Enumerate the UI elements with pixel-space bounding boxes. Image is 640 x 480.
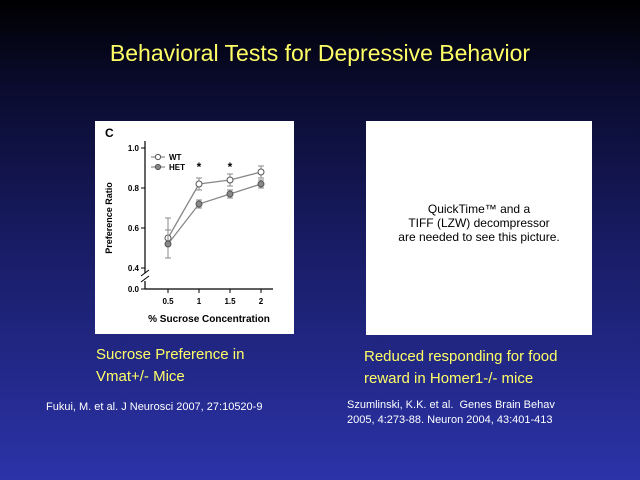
x-tick-label: 0.5 [162, 297, 174, 306]
panel-letter: C [105, 126, 114, 140]
series-line-het [167, 183, 262, 245]
y-tick-label: 0.4 [128, 264, 140, 273]
quicktime-placeholder-image: QuickTime™ and a TIFF (LZW) decompressor… [366, 121, 592, 335]
y-tick-label: 0.6 [128, 224, 140, 233]
quicktime-message: QuickTime™ and a TIFF (LZW) decompressor… [376, 202, 582, 244]
x-tick-label: 1 [197, 297, 202, 306]
x-tick-label: 2 [259, 297, 264, 306]
y-axis-label: Preference Ratio [104, 182, 114, 254]
significance-marker: * [228, 160, 233, 174]
caption-line: Reduced responding for food [364, 348, 558, 365]
data-point-het [226, 190, 234, 198]
significance-marker: * [197, 160, 202, 174]
legend-label: HET [169, 163, 185, 172]
right-citation: Szumlinski, K.K. et al. Genes Brain Beha… [347, 398, 555, 428]
quicktime-line: are needed to see this picture. [398, 230, 560, 244]
slide-title: Behavioral Tests for Depressive Behavior [109, 40, 531, 66]
x-axis-label: % Sucrose Concentration [148, 314, 270, 325]
right-caption: Reduced responding for food reward in Ho… [364, 346, 557, 390]
axis-break-mark [140, 275, 150, 283]
series-line-wt [167, 171, 262, 239]
data-point-het [257, 180, 265, 188]
left-caption: Sucrose Preference in Vmat+/- Mice [96, 344, 244, 388]
y-tick-label: 1.0 [128, 144, 140, 153]
data-point-het [164, 240, 172, 248]
legend-marker [154, 153, 162, 161]
quicktime-line: TIFF (LZW) decompressor [408, 216, 550, 230]
data-point-wt [195, 180, 203, 188]
axis-break-mark [140, 269, 150, 277]
caption-line: Vmat+/- Mice [96, 368, 185, 385]
citation-line: 2005, 4:273-88. Neuron 2004, 43:401-413 [347, 414, 553, 426]
y-tick-label: 0.8 [128, 184, 140, 193]
legend-label: WT [169, 153, 182, 162]
y-tick-label: 0.0 [128, 285, 140, 294]
data-point-wt [226, 176, 234, 184]
sucrose-preference-chart: C 0.0 0.4 0.6 0.8 1.0 0.5 1 1.5 2 % Sucrose Concen… [95, 121, 294, 334]
chart-svg: C 0.0 0.4 0.6 0.8 1.0 0.5 1 1.5 2 % Sucrose Concen… [104, 126, 273, 325]
data-point-wt [257, 168, 265, 176]
legend-marker [154, 163, 162, 171]
caption-line: reward in Homer1-/- mice [364, 370, 534, 387]
quicktime-line: QuickTime™ and a [427, 202, 531, 216]
caption-line: Sucrose Preference in [96, 346, 245, 363]
citation-line: Szumlinski, K.K. et al. Genes Brain Beha… [347, 399, 555, 411]
x-tick-label: 1.5 [224, 297, 236, 306]
data-point-het [195, 200, 203, 208]
left-citation: Fukui, M. et al. J Neurosci 2007, 27:105… [46, 401, 263, 413]
